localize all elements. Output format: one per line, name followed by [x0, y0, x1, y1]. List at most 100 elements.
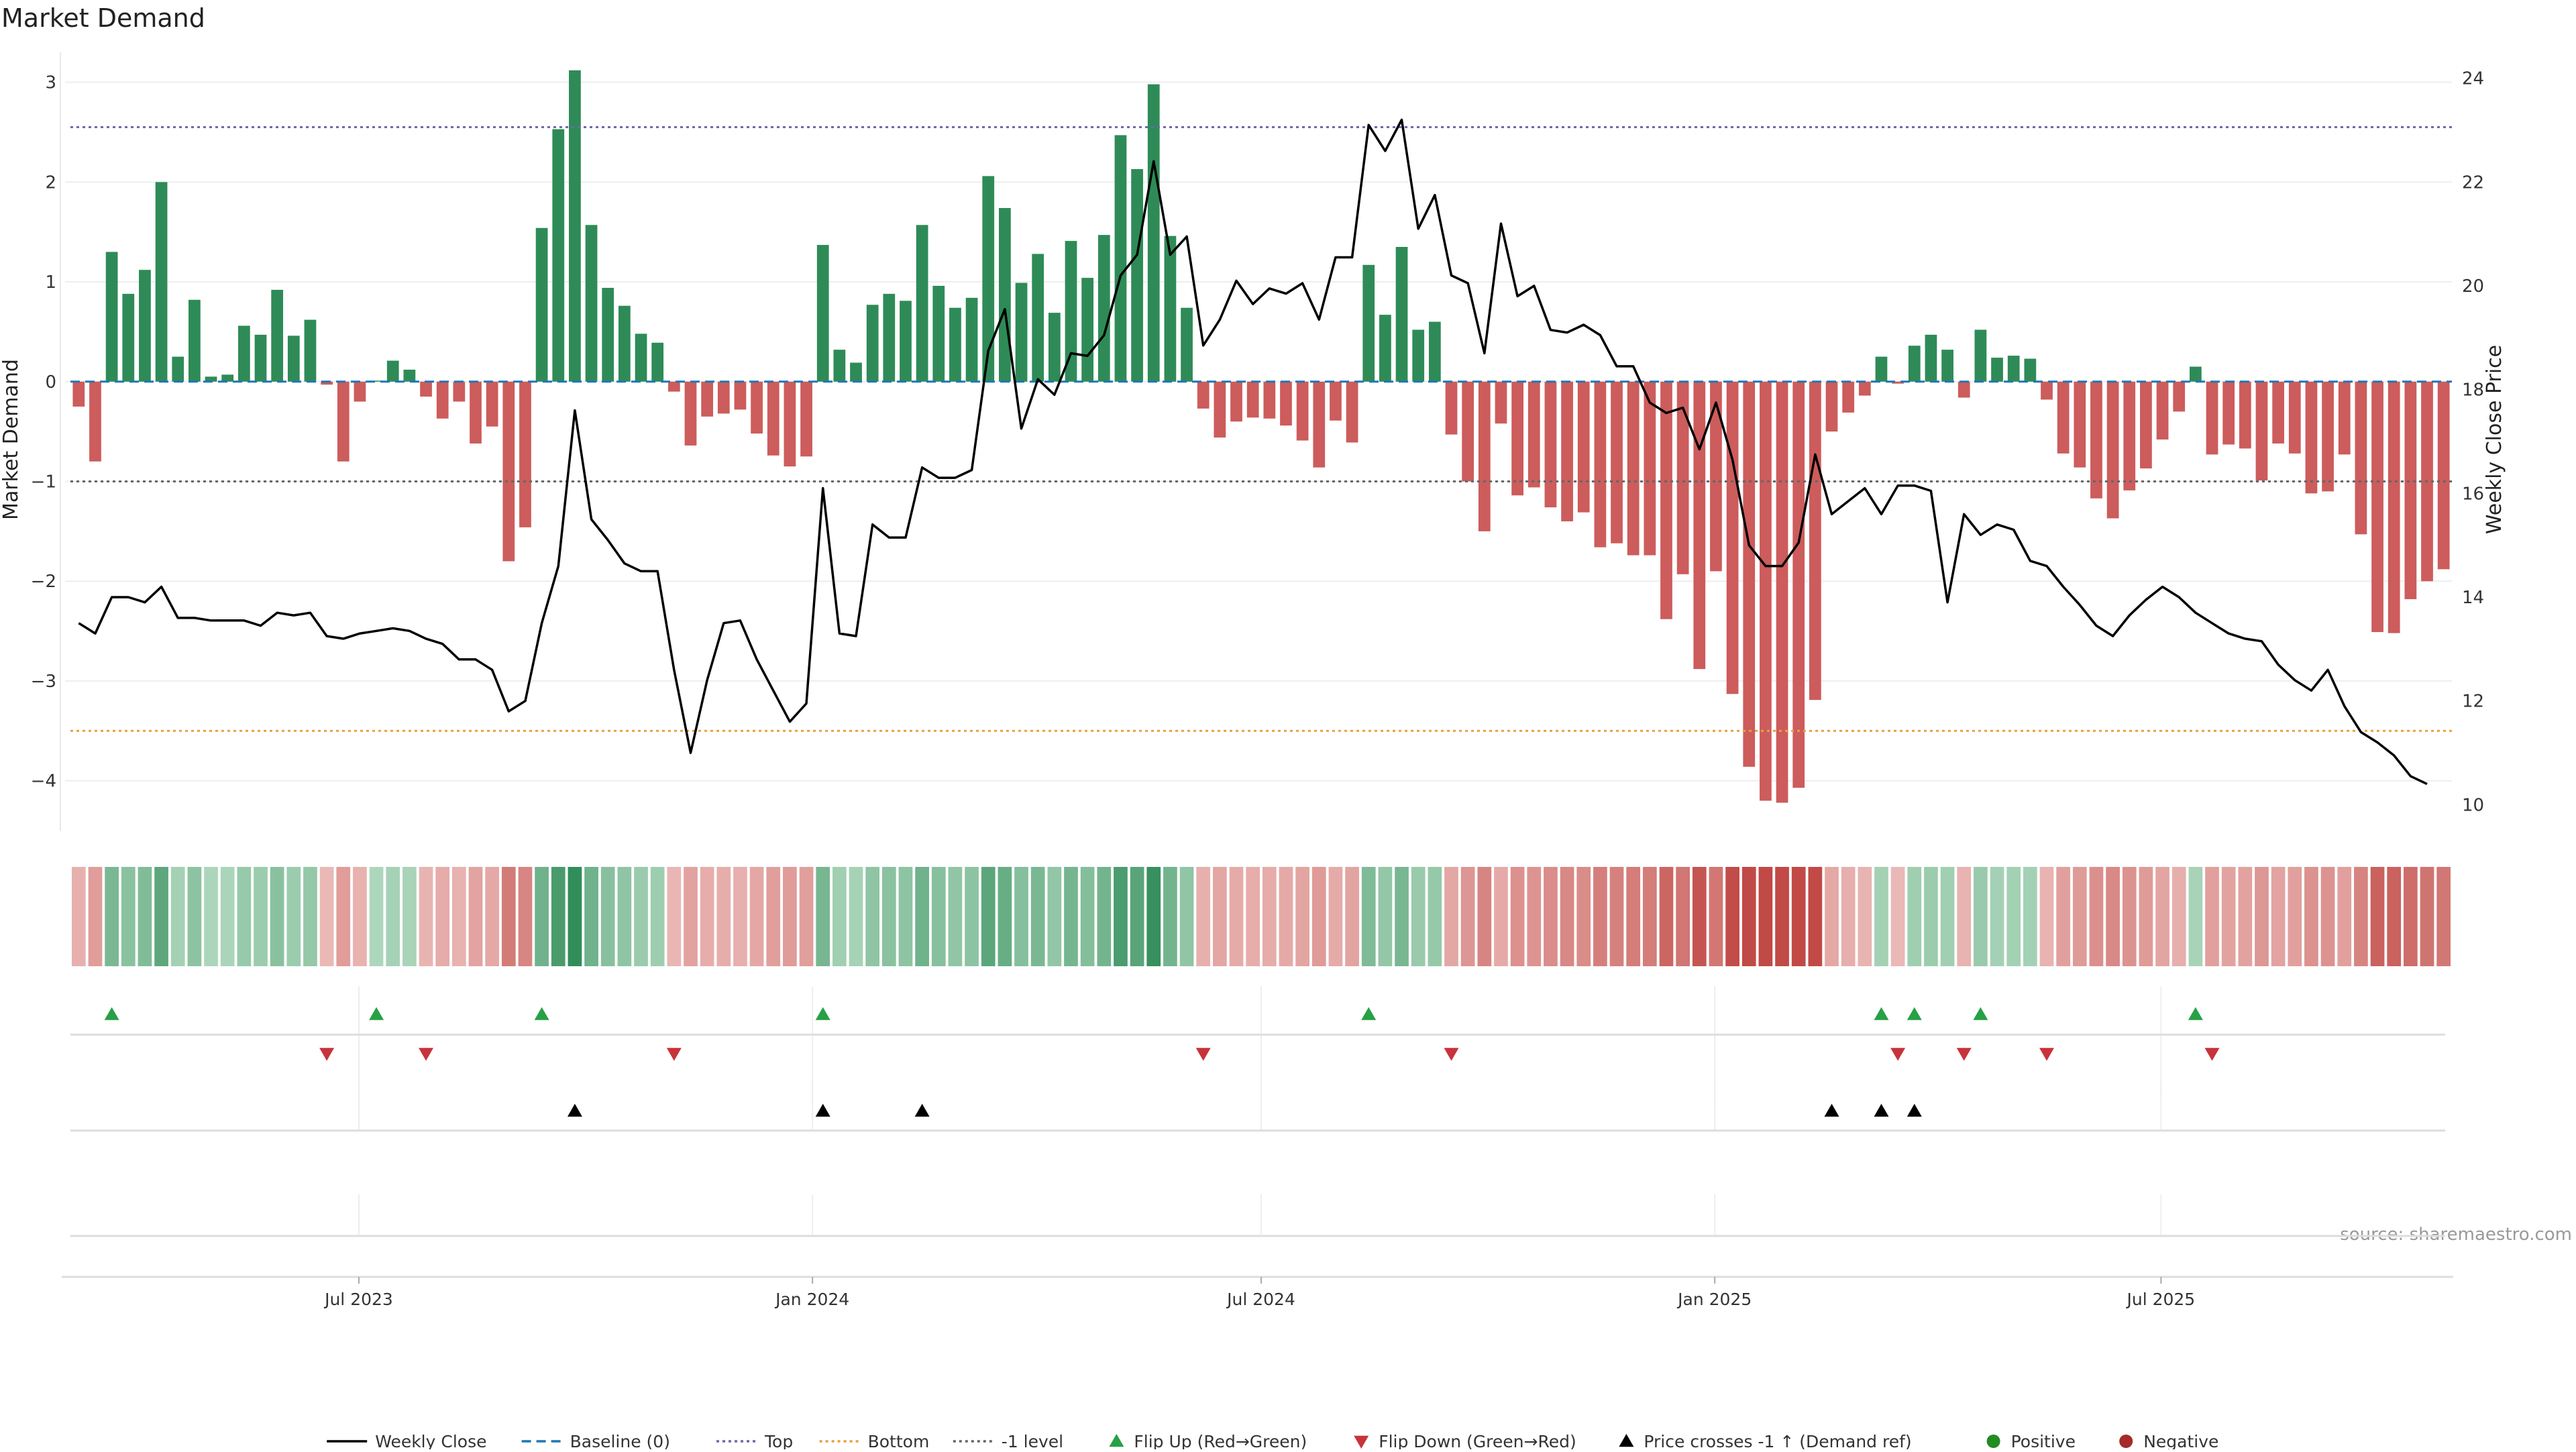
demand-bar	[1792, 381, 1805, 788]
heat-cell	[981, 867, 996, 966]
heat-cell	[2370, 867, 2385, 966]
demand-bar	[1561, 381, 1573, 521]
demand-bar	[2140, 381, 2152, 469]
heat-cell	[2122, 867, 2137, 966]
heat-cell	[535, 867, 549, 966]
heat-cell	[1262, 867, 1277, 966]
demand-bar	[1908, 346, 1921, 382]
demand-bar	[1842, 381, 1855, 413]
y2-tick-label: 18	[2462, 380, 2484, 401]
heat-cell	[1974, 867, 1988, 966]
heat-cell	[1064, 867, 1078, 966]
heat-cell	[468, 867, 483, 966]
demand-bar	[1445, 381, 1458, 435]
demand-bar	[1743, 381, 1756, 767]
heat-cell	[1890, 867, 1905, 966]
flip-up-marker	[1973, 1007, 1988, 1021]
flip-up-marker	[1907, 1007, 1922, 1021]
demand-bar	[1230, 381, 1242, 422]
legend-item: Flip Down (Green→Red)	[1354, 1432, 1576, 1451]
heat-cell	[1758, 867, 1773, 966]
heat-cell	[1328, 867, 1343, 966]
demand-bar	[767, 381, 780, 456]
y-axis-label: Market Demand	[0, 359, 23, 520]
demand-bar	[2206, 381, 2218, 455]
heat-cell	[849, 867, 863, 966]
demand-bar	[569, 70, 581, 382]
legend-label: Price crosses -1 ↑ (Demand ref)	[1644, 1432, 1911, 1449]
heat-cell	[402, 867, 417, 966]
heat-cell	[1460, 867, 1475, 966]
demand-bar	[2106, 381, 2119, 519]
demand-bar	[1048, 313, 1061, 382]
flip-down-marker	[1890, 1047, 1906, 1061]
demand-bar	[1330, 381, 1342, 421]
heat-cell	[1924, 867, 1938, 966]
heat-cell	[1411, 867, 1426, 966]
demand-bar	[684, 381, 697, 446]
demand-bar	[370, 380, 382, 382]
demand-bar	[1858, 381, 1871, 396]
heat-cell	[733, 867, 747, 966]
heat-cell	[154, 867, 168, 966]
heat-cell	[1544, 867, 1558, 966]
demand-bar	[1875, 356, 1888, 382]
demand-bar	[420, 381, 432, 397]
demand-bar	[999, 208, 1011, 382]
demand-bar	[1164, 236, 1177, 382]
demand-bar	[105, 252, 118, 382]
demand-bar	[585, 225, 598, 382]
legend-item: Price crosses -1 ↑ (Demand ref)	[1619, 1432, 1912, 1451]
demand-bar	[2404, 381, 2417, 599]
heat-cell	[2304, 867, 2318, 966]
flip-up-marker	[815, 1007, 830, 1021]
y2-axis-label: Weekly Close Price	[2483, 345, 2506, 534]
legend-item: Bottom	[819, 1432, 929, 1451]
demand-bar	[1644, 381, 1656, 556]
legend-label: Top	[764, 1432, 793, 1449]
heat-cell	[667, 867, 682, 966]
heat-cell	[1510, 867, 1525, 966]
demand-bar	[89, 381, 101, 462]
demand-bar	[850, 362, 862, 382]
chart-title: Market Demand	[1, 3, 205, 33]
flip-up-marker	[104, 1007, 119, 1021]
heat-cell	[551, 867, 566, 966]
demand-bar	[337, 381, 350, 462]
heat-cell	[270, 867, 284, 966]
heat-cell	[2337, 867, 2352, 966]
heat-cell	[2221, 867, 2236, 966]
heat-cell	[1990, 867, 2004, 966]
x-tick-label: Jan 2024	[774, 1290, 849, 1309]
demand-bar	[618, 305, 631, 382]
heat-cell	[915, 867, 929, 966]
heat-cell	[518, 867, 533, 966]
heat-cell	[1957, 867, 1972, 966]
legend-item: Weekly Close	[327, 1432, 486, 1451]
y2-tick-label: 14	[2462, 588, 2484, 608]
demand-bar	[751, 381, 763, 434]
y2-tick-label: 20	[2462, 276, 2484, 297]
heat-cell	[634, 867, 648, 966]
heat-cell	[336, 867, 351, 966]
heat-cell	[2436, 867, 2451, 966]
demand-bar	[1991, 358, 2003, 382]
demand-bar	[2305, 381, 2318, 494]
demand-bar	[1577, 381, 1590, 513]
demand-bar	[535, 227, 548, 382]
demand-bar	[2288, 381, 2301, 454]
heat-cell	[766, 867, 781, 966]
heat-cell	[865, 867, 880, 966]
heat-cell	[600, 867, 615, 966]
flip-down-marker	[419, 1047, 434, 1061]
heat-cell	[170, 867, 185, 966]
price-cross-marker	[815, 1104, 830, 1117]
demand-bar	[2255, 381, 2268, 480]
heat-cell	[1213, 867, 1227, 966]
y-tick-label: 1	[45, 272, 56, 293]
demand-bar	[1660, 381, 1672, 619]
heat-cell	[2023, 867, 2037, 966]
heat-cell	[121, 867, 136, 966]
y-tick-label: 0	[45, 372, 56, 393]
legend-label: Positive	[2011, 1432, 2076, 1449]
